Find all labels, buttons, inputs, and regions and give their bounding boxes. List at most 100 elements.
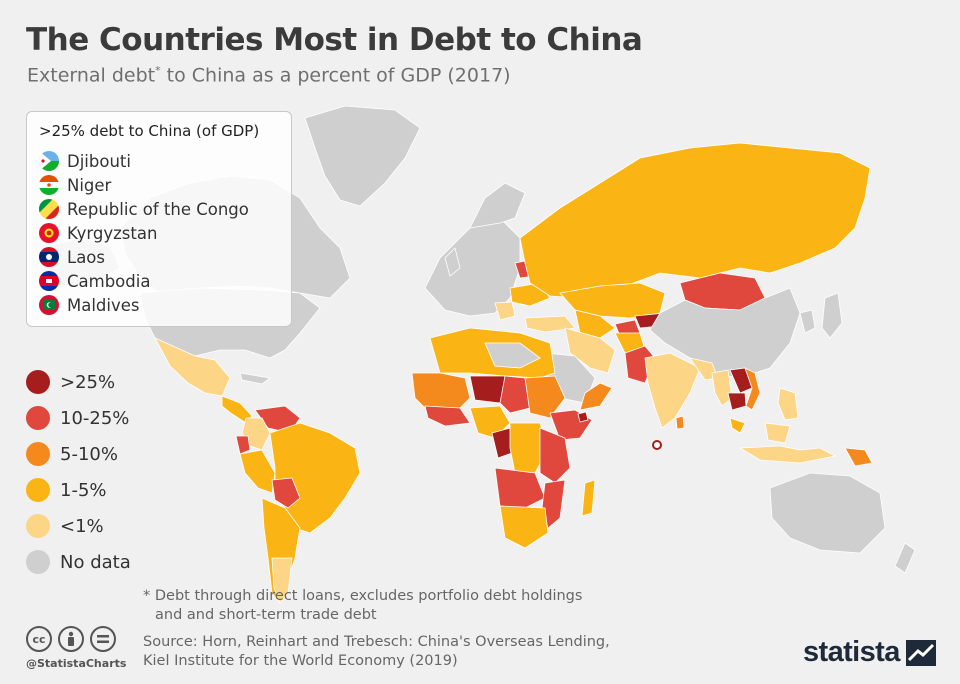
sri-lanka: [675, 415, 685, 430]
top-debtors-box: >25% debt to China (of GDP) Djibouti Nig…: [26, 111, 292, 327]
argentina-south: [271, 557, 293, 604]
papua-new-guinea: [844, 447, 873, 467]
angola-zambia: [494, 467, 546, 509]
legend-item-under-1: <1%: [26, 513, 104, 539]
legend-label: >25%: [60, 371, 116, 393]
turkey: [524, 315, 576, 333]
source-line: Kiel Institute for the World Economy (20…: [143, 653, 458, 669]
legend-swatch: [26, 406, 50, 430]
cambodia-thailand: [727, 392, 747, 411]
cambodia-flag-icon: [39, 271, 59, 291]
legend-swatch: [26, 478, 50, 502]
subtitle-asterisk: *: [155, 64, 161, 77]
source-line: Source: Horn, Reinhart and Trebesch: Chi…: [143, 634, 610, 650]
china: [649, 287, 801, 379]
top-debtor-name: Kyrgyzstan: [67, 223, 158, 243]
chart-title: The Countries Most in Debt to China: [26, 22, 643, 58]
footnote-line: and and short-term trade debt: [155, 607, 377, 623]
mozambique: [541, 479, 566, 529]
congo-flag-icon: [39, 199, 59, 219]
legend-label: <1%: [60, 515, 104, 537]
vietnam: [744, 367, 761, 411]
footnote-line: * Debt through direct loans, excludes po…: [143, 588, 583, 604]
djibouti-flag-icon: [39, 151, 59, 171]
indonesia: [738, 422, 837, 464]
legend-label: 1-5%: [60, 479, 107, 501]
top-debtor-republic-of-the-congo: Republic of the Congo: [39, 198, 249, 220]
statista-logo-icon: [905, 639, 936, 666]
legend-label: 10-25%: [60, 407, 130, 429]
legend-item-over-25: >25%: [26, 369, 115, 395]
top-debtor-name: Djibouti: [67, 151, 131, 171]
laos-flag-icon: [39, 247, 59, 267]
cc-icon[interactable]: cc: [26, 626, 52, 652]
korea-japan: [799, 292, 843, 339]
legend-swatch: [26, 442, 50, 466]
top-debtor-name: Laos: [67, 247, 105, 267]
chad: [499, 375, 531, 414]
russia: [519, 142, 871, 299]
legend-swatch: [26, 514, 50, 538]
top-debtor-name: Republic of the Congo: [67, 199, 249, 219]
no-derivatives-icon[interactable]: [90, 626, 116, 652]
subtitle-main: External debt: [27, 64, 156, 87]
statista-logo[interactable]: statista: [803, 636, 936, 669]
legend-item-no-data: No data: [26, 549, 131, 575]
top-debtor-djibouti: Djibouti: [39, 150, 131, 172]
bolivia: [271, 477, 301, 509]
peru: [239, 449, 276, 494]
madagascar: [581, 479, 596, 517]
ecuador: [235, 435, 251, 455]
scandinavia: [469, 182, 526, 229]
legend-item-5-10: 5-10%: [26, 441, 118, 467]
west-africa: [411, 372, 471, 414]
maldives-flag-icon: [39, 295, 59, 315]
legend-label: 5-10%: [60, 443, 118, 465]
statista-wordmark: statista: [803, 636, 900, 668]
top-debtor-name: Maldives: [67, 295, 140, 315]
license-icons[interactable]: cc: [26, 626, 122, 652]
attribution-icon[interactable]: [58, 626, 84, 652]
top-debtor-name: Cambodia: [67, 271, 151, 291]
india: [644, 352, 701, 429]
balkans: [494, 301, 516, 321]
top-debtor-niger: Niger: [39, 174, 111, 196]
djibouti: [577, 411, 589, 423]
myanmar: [711, 369, 733, 407]
new-zealand: [894, 542, 916, 574]
oman-yemen: [579, 382, 613, 411]
world-map: [39, 105, 916, 604]
statista-handle[interactable]: @StatistaCharts: [26, 657, 127, 670]
source-note: Source: Horn, Reinhart and Trebesch: Chi…: [143, 633, 663, 671]
malaysia: [729, 417, 746, 434]
subtitle-rest: to China as a percent of GDP (2017): [160, 64, 511, 87]
cuba-caribbean: [239, 372, 271, 385]
europe: [424, 217, 521, 317]
footnote: * Debt through direct loans, excludes po…: [143, 587, 623, 625]
top-debtor-cambodia: Cambodia: [39, 270, 150, 292]
top-debtor-laos: Laos: [39, 246, 105, 268]
legend-swatch: [26, 370, 50, 394]
algeria-libya: [484, 342, 541, 369]
philippines: [777, 387, 799, 421]
republic-of-congo: [491, 427, 513, 459]
kyrgyzstan-flag-icon: [39, 223, 59, 243]
legend-label: No data: [60, 551, 131, 573]
niger-flag-icon: [39, 175, 59, 195]
east-africa: [539, 427, 571, 484]
sudan: [524, 375, 566, 419]
chart-subtitle: External debt* to China as a percent of …: [27, 64, 511, 86]
top-debtor-maldives: Maldives: [39, 294, 140, 316]
southern-africa: [499, 505, 549, 549]
west-africa-coast: [424, 405, 471, 427]
uk-iceland: [444, 247, 461, 277]
iran-iraq: [564, 327, 616, 374]
top-debtor-kyrgyzstan: Kyrgyzstan: [39, 222, 157, 244]
top-debtor-name: Niger: [67, 175, 112, 195]
legend-item-1-5: 1-5%: [26, 477, 107, 503]
legend-swatch: [26, 550, 50, 574]
maldives-marker: [652, 440, 662, 450]
australia: [769, 472, 886, 554]
greenland: [304, 105, 421, 207]
uzbek-turkmen: [574, 309, 616, 339]
